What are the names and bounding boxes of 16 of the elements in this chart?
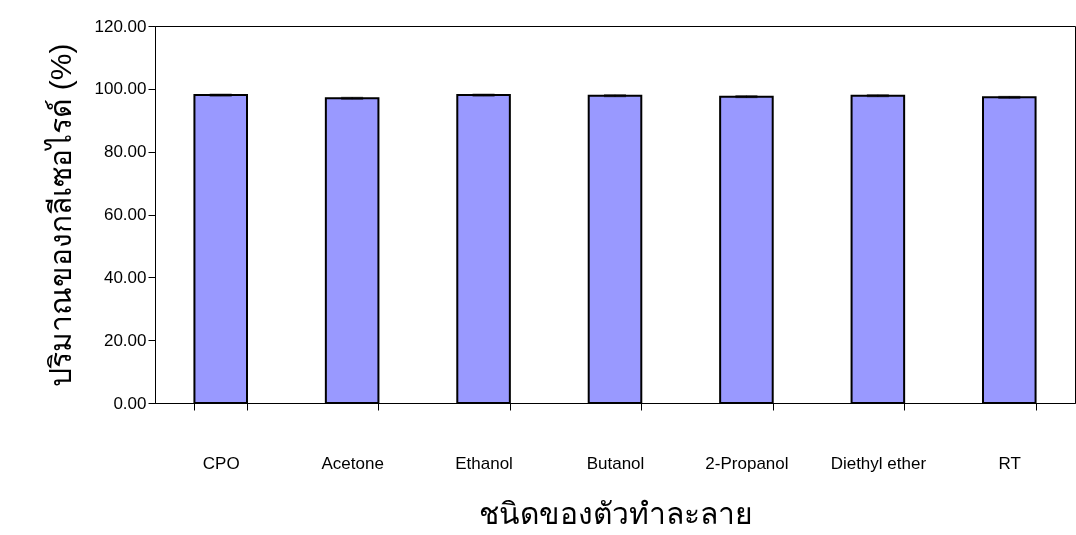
x-tick-label: 2-Propanol (705, 453, 789, 473)
y-tick-label: 20.00 (103, 330, 147, 350)
y-tick-label: 80.00 (103, 142, 147, 162)
y-tick-label: 100.00 (94, 79, 147, 99)
x-tick-label: RT (998, 453, 1021, 473)
x-axis-title: ชนิดของตัวทำละลาย (478, 496, 753, 530)
x-tick-label: Ethanol (455, 453, 513, 473)
y-axis-title: ปริมาณของกลีเซอไรด์ (%) (42, 43, 77, 387)
x-tick-label: CPO (202, 453, 240, 473)
y-tick-label: 0.00 (113, 393, 147, 413)
y-tick-label: 40.00 (103, 267, 147, 287)
x-tick-label: Diethyl ether (830, 453, 927, 473)
x-tick-label: Butanol (586, 453, 645, 473)
x-tick-label: Acetone (321, 453, 384, 473)
y-tick-label: 60.00 (103, 205, 147, 224)
y-tick-label: 120.00 (94, 16, 147, 36)
